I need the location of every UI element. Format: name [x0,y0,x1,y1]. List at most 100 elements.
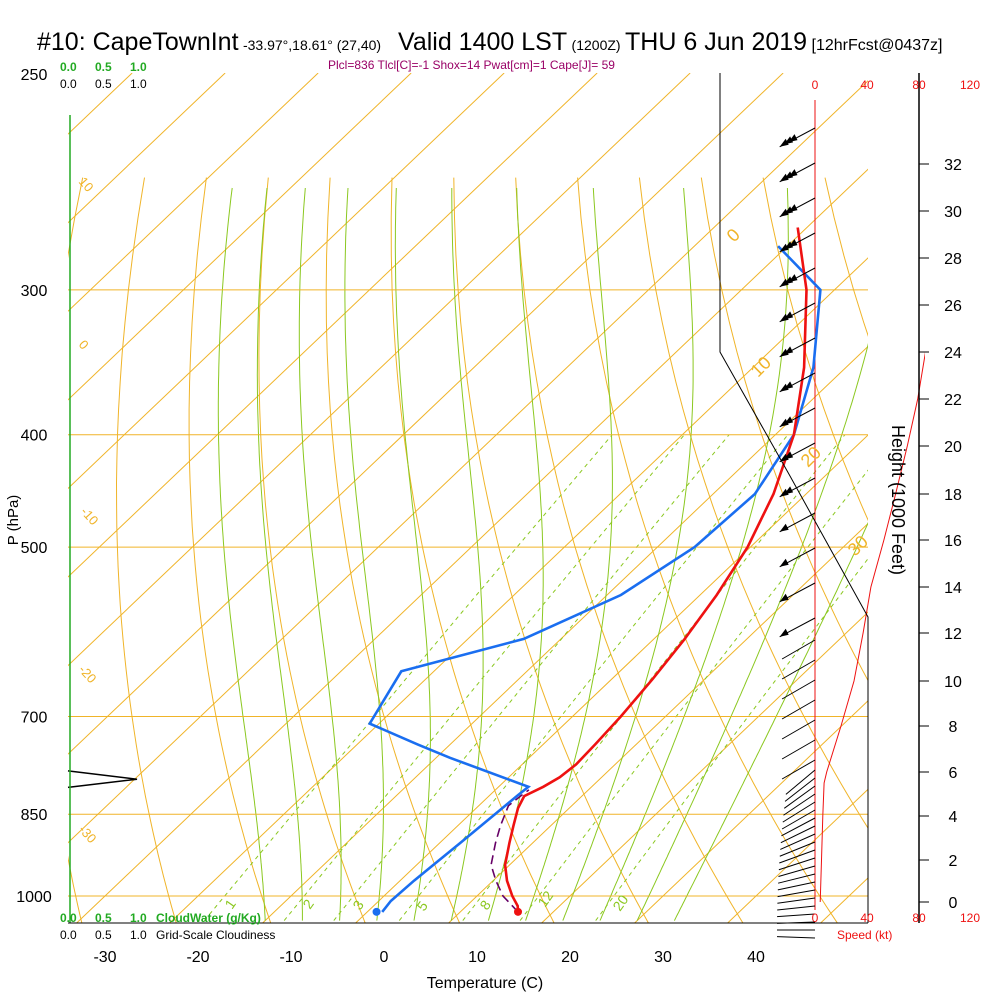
sounding-parameters: Plcl=836 Tlcl[C]=-1 Shox=14 Pwat[cm]=1 C… [328,58,615,72]
wind-barb-flag [779,243,789,252]
cloudwater-scale-top-0: 0.0 [60,60,77,74]
wind-barb-flag [788,204,798,213]
dry-adiabat-line [115,177,177,923]
wind-barb-staff [781,679,816,700]
wind-barb-staff [785,769,816,795]
wind-barb-flag [779,348,789,357]
temperature-line [503,227,808,912]
height-tick-label: 22 [944,392,962,409]
wind-barb-flag [779,558,789,567]
speed-scale-bottom-3: 120 [960,911,980,925]
wind-barb-flag [784,206,794,215]
wind-barb-staff [781,659,816,680]
dry-adiabat-line [762,177,868,522]
wind-barb-staff [781,759,816,780]
station-coords: -33.97°,18.61° (27,40) [242,37,382,53]
isotherm-label: 0 [723,225,744,246]
valid-time: Valid 1400 LST (1200Z) THU 6 Jun 2019 [1… [398,28,943,57]
speed-scale-top-3: 120 [960,78,980,92]
wind-barb-flag [784,451,794,460]
x-tick-label: 30 [654,949,672,966]
valid-label: Valid 1400 LST [398,28,568,56]
mixing-ratio-label: 12 [534,888,556,910]
cloudwater-scale-bottom-0: 0.0 [60,911,77,925]
dewpoint-line [367,245,822,913]
wind-barb-flag [779,453,789,462]
y-axis-label: P (hPa) [5,495,22,546]
moist-adiabat-line [344,187,384,921]
height-tick-label: 14 [944,580,962,597]
height-tick-label: 8 [949,719,958,736]
mixing-ratio-line [203,434,613,921]
x-tick-label: -10 [279,949,302,966]
cloudiness-profile [67,770,138,789]
wind-barb-flag [784,416,794,425]
utc-time: (1200Z) [571,37,621,53]
wind-barb-flag [779,593,789,602]
cloudwater-scale-bottom-1: 0.5 [95,911,112,925]
wind-barb-flag [788,239,798,248]
x-tick-label: -20 [186,949,209,966]
mixing-ratio-line [519,469,868,921]
wind-barb-staff [778,857,816,871]
isotherm-label: -20 [76,662,100,686]
height-tick-label: 16 [944,533,962,550]
wind-barb-staff [783,785,816,809]
dry-adiabat-line [515,177,744,923]
parcel-trace-line [490,789,530,913]
wind-barbs [777,127,816,939]
cloudwater-scale-top-2: 1.0 [130,60,147,74]
dry-adiabat-line [638,177,868,830]
wind-barb-flag [779,313,789,322]
valid-date: THU 6 Jun 2019 [625,28,808,56]
height-tick-label: 30 [944,204,962,221]
header: #10: CapeTownInt -33.97°,18.61° (27,40) [37,28,381,57]
mixing-ratio-label: 3 [349,897,367,913]
wind-barb-staff [782,801,816,823]
cloudiness-scale-bottom-2: 1.0 [130,928,147,942]
height-tick-label: 24 [944,345,962,362]
plot-right-border [719,73,869,923]
x-tick-label: 0 [380,949,389,966]
wind-barb-staff [779,841,816,857]
isotherm-line [262,345,868,923]
wind-barb-staff [781,719,816,740]
dry-adiabat-line [0,178,21,926]
wind-barb-staff [777,913,816,918]
wind-barb-flag [788,169,798,178]
cloudwater-scale-bottom-2: 1.0 [130,911,147,925]
wind-barb-staff [777,936,816,939]
isotherm-line [68,73,412,401]
height-tick-label: 2 [949,853,958,870]
wind-barb-staff [779,849,816,864]
isotherm-line [541,611,868,923]
isotherm-label: 20 [797,443,825,471]
surface-temperature-marker [514,907,523,916]
height-tick-label: 18 [944,487,962,504]
moist-adiabat-line [599,187,789,921]
wind-barb-flag [784,136,794,145]
wind-speed-profile [819,351,925,903]
height-tick-label: 12 [944,626,962,643]
pressure-tick-label: 850 [21,807,48,824]
wind-barb-staff [784,777,816,802]
isotherm-label: -30 [76,822,100,846]
wind-barb-staff [781,817,816,837]
wind-barb-flag [779,383,789,392]
wind-barb-staff [781,809,816,830]
isotherm-line [68,73,598,578]
wind-barb-flag [788,134,798,143]
speed-label: Speed (kt) [837,928,892,942]
station-title: #10: CapeTownInt [37,28,239,56]
isotherm-label: 0 [76,337,92,352]
wind-barb-staff [777,881,816,891]
moist-adiabat-line [525,187,613,921]
background-grid [0,73,868,926]
wind-barb-flag [784,486,794,495]
moist-adiabat-line [673,521,868,921]
moist-adiabat-line [256,187,303,921]
dry-adiabat-line [258,177,366,923]
isotherm-line [68,73,691,667]
wind-barb-flag [779,488,789,497]
cloudiness-scale-top-0: 0.0 [60,77,77,91]
